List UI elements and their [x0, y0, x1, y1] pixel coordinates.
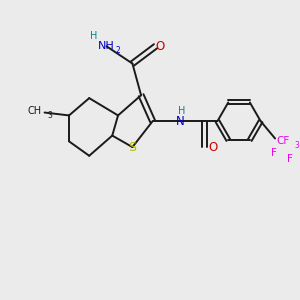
- Text: H: H: [90, 31, 97, 41]
- Text: CF: CF: [277, 136, 290, 146]
- Text: H: H: [178, 106, 185, 116]
- Text: 3: 3: [47, 112, 52, 121]
- Text: CH: CH: [27, 106, 41, 116]
- Text: F: F: [271, 148, 277, 158]
- Text: 2: 2: [115, 46, 120, 55]
- Text: N: N: [176, 115, 184, 128]
- Text: O: O: [155, 40, 164, 53]
- Text: O: O: [208, 141, 218, 154]
- Text: F: F: [286, 154, 292, 164]
- Text: S: S: [128, 141, 136, 154]
- Text: NH: NH: [98, 41, 115, 51]
- Text: 3: 3: [294, 141, 299, 150]
